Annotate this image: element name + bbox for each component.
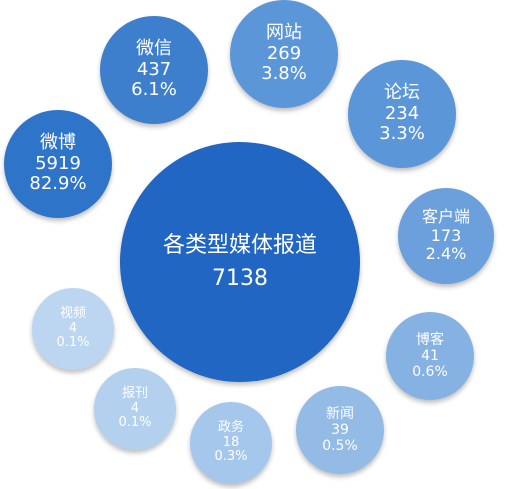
bubble-label: 视频 [59, 305, 86, 321]
bubble-label: 报刊 [121, 385, 148, 401]
bubble-label: 博客 [416, 331, 444, 348]
bubble-count: 437 [136, 58, 172, 80]
bubble-xinwen: 新闻 39 0.5% [296, 386, 384, 474]
bubble-count: 39 [331, 421, 349, 438]
bubble-weibo: 微博 5919 82.9% [4, 110, 112, 218]
bubble-boke: 博客 41 0.6% [386, 312, 474, 400]
bubble-percent: 0.1% [118, 415, 152, 431]
bubble-count: 269 [266, 42, 302, 64]
bubble-count: 18 [222, 434, 240, 450]
bubble-zhengwu: 政务 18 0.3% [190, 402, 272, 484]
bubble-weixin: 微信 437 6.1% [100, 16, 208, 124]
bubble-kehuduan: 客户端 173 2.4% [398, 188, 494, 284]
bubble-label: 微博 [40, 131, 76, 153]
bubble-count: 5919 [35, 152, 81, 174]
bubble-label: 微信 [136, 37, 172, 59]
bubble-count: 41 [421, 347, 439, 364]
bubble-percent: 0.6% [412, 364, 448, 381]
bubble-count: 4 [130, 400, 140, 416]
bubble-percent: 3.8% [261, 63, 307, 85]
bubble-shipin: 视频 4 0.1% [32, 288, 114, 370]
bubble-luntan: 论坛 234 3.3% [348, 60, 456, 168]
bubble-label: 论坛 [384, 81, 420, 103]
bubble-baokan: 报刊 4 0.1% [94, 368, 176, 450]
bubble-percent: 82.9% [29, 173, 87, 195]
center-value: 7138 [212, 266, 268, 291]
bubble-label: 新闻 [326, 405, 354, 422]
bubble-percent: 0.3% [214, 449, 248, 465]
center-label: 各类型媒体报道 [162, 232, 317, 258]
bubble-count: 173 [430, 225, 462, 245]
center-bubble: 各类型媒体报道 7138 [120, 142, 360, 382]
bubble-count: 4 [68, 320, 78, 336]
bubble-percent: 0.1% [56, 335, 90, 351]
bubble-wangzhan: 网站 269 3.8% [230, 0, 338, 108]
bubble-label: 网站 [266, 21, 302, 43]
bubble-label: 客户端 [421, 207, 470, 227]
bubble-percent: 3.3% [379, 123, 425, 145]
bubble-count: 234 [384, 102, 420, 124]
bubble-label: 政务 [217, 419, 244, 435]
bubble-percent: 2.4% [425, 244, 467, 264]
bubble-percent: 6.1% [131, 79, 177, 101]
bubble-percent: 0.5% [322, 438, 358, 455]
